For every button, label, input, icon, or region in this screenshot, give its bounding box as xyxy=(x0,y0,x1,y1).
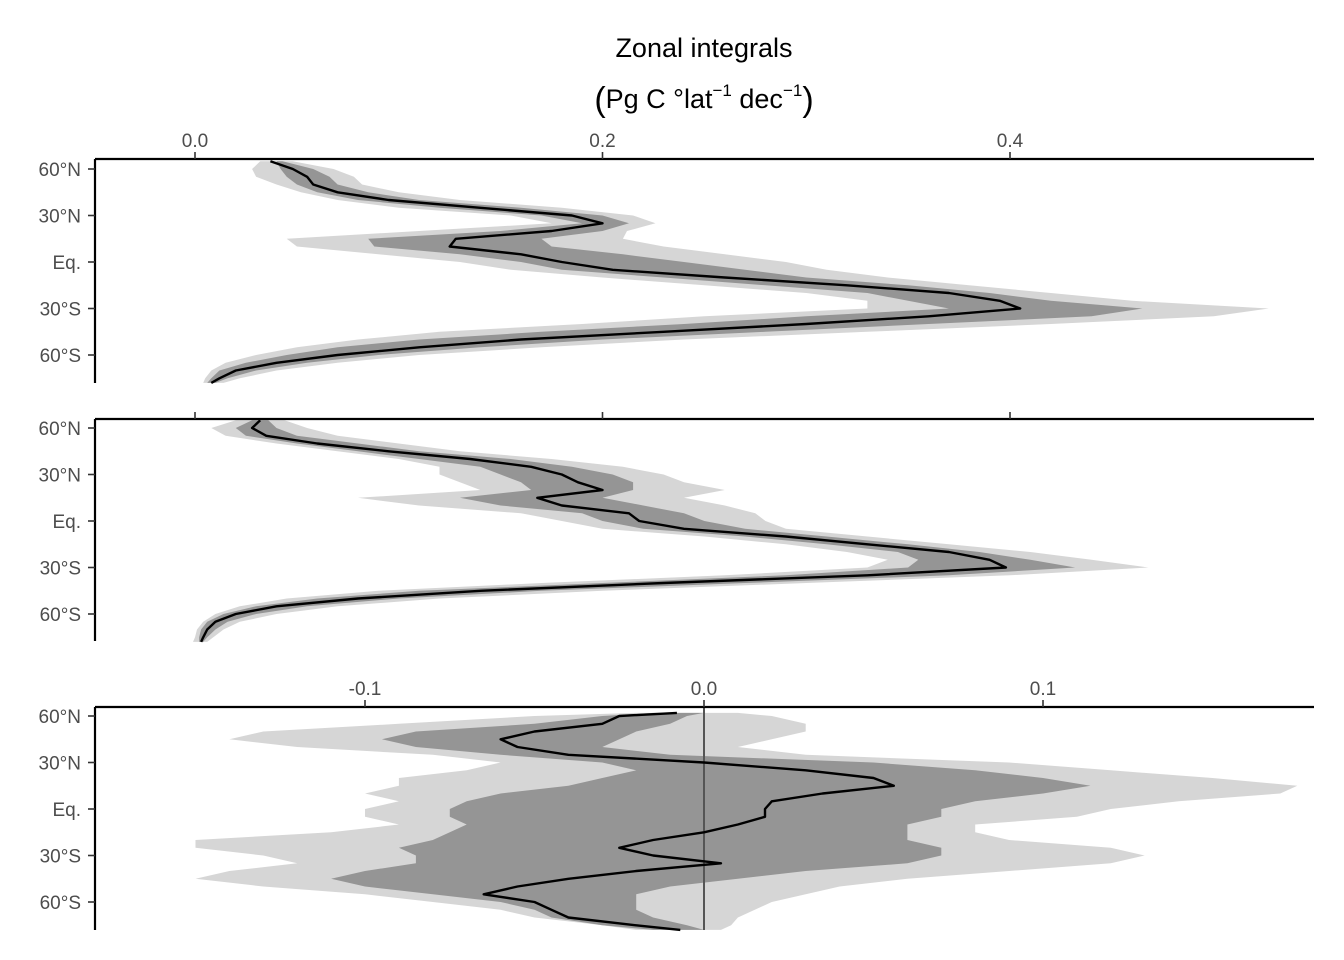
unit-exponent-2: −1 xyxy=(783,81,802,100)
panel-middle: 60°N 30°N Eq. 30°S 60°S xyxy=(39,412,1314,643)
top-median-line xyxy=(210,160,1022,384)
top-y-tick-label: 30°S xyxy=(40,300,81,321)
top-y-tick-label: 60°S xyxy=(40,346,81,367)
unit-main: Pg C °lat xyxy=(606,84,713,114)
bottom-median-line xyxy=(482,711,895,932)
middle-y-tick-label: 60°S xyxy=(40,605,81,626)
top-x-tick-label: 0.0 xyxy=(182,131,208,152)
bottom-y-tick-label: 60°N xyxy=(39,707,81,728)
bottom-y-tick-label: 30°N xyxy=(39,754,81,775)
top-x-tick-label: 0.4 xyxy=(997,131,1024,152)
middle-median-line xyxy=(200,419,1008,643)
unit-mid: dec xyxy=(732,84,783,114)
bottom-inner-uncertainty-band xyxy=(331,712,1091,930)
middle-y-tick-label: 30°N xyxy=(39,466,81,487)
figure-title: Zonal integrals xyxy=(615,33,792,63)
bottom-y-tick-label: 60°S xyxy=(40,893,81,914)
figure-unit-label: (Pg C °lat−1 dec−1) xyxy=(594,81,813,119)
middle-outer-uncertainty-band xyxy=(193,420,1149,642)
bottom-x-tick-label: 0.1 xyxy=(1030,679,1056,700)
top-y-tick-label: 60°N xyxy=(39,160,81,181)
unit-exponent-1: −1 xyxy=(713,81,732,100)
bottom-x-tick-label: -0.1 xyxy=(349,679,382,700)
middle-y-tick-label: 60°N xyxy=(39,419,81,440)
bottom-y-tick-label: 30°S xyxy=(40,847,81,868)
top-y-tick-label: Eq. xyxy=(52,253,81,274)
top-inner-uncertainty-band xyxy=(207,161,1143,383)
middle-y-tick-label: 30°S xyxy=(40,559,81,580)
top-y-tick-label: 30°N xyxy=(39,207,81,228)
panel-top: 0.0 0.2 0.4 60°N 30°N Eq. 30°S 60°S xyxy=(39,131,1314,384)
top-x-tick-label: 0.2 xyxy=(589,131,615,152)
bottom-y-tick-label: Eq. xyxy=(52,800,81,821)
middle-y-tick-label: Eq. xyxy=(52,512,81,533)
bottom-x-tick-label: 0.0 xyxy=(691,679,717,700)
panel-bottom: -0.1 0.0 0.1 60°N 30°N Eq. 30°S 60°S xyxy=(39,679,1314,932)
